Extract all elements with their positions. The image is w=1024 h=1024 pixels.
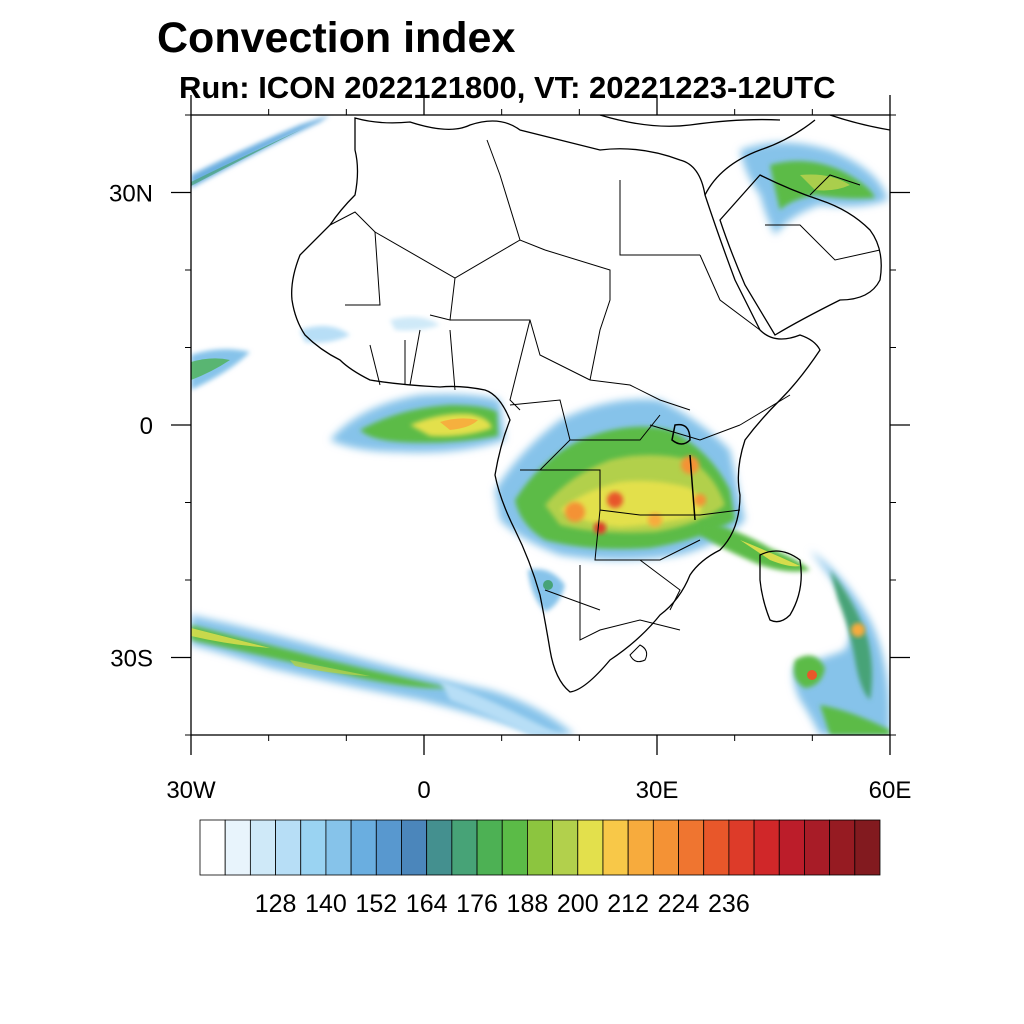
- colorbar-swatch: [451, 819, 478, 876]
- y-tick-label: 30N: [109, 181, 153, 208]
- colorbar-label: 200: [557, 890, 599, 918]
- field-madagascar-band: [793, 550, 890, 735]
- colorbar-label: 212: [607, 890, 649, 918]
- x-tick-label: 60E: [869, 777, 912, 804]
- colorbar-swatch: [627, 819, 654, 876]
- colorbar-label: 152: [355, 890, 397, 918]
- colorbar-label: 188: [507, 890, 549, 918]
- colorbar-swatch: [249, 819, 276, 876]
- colorbar-swatch: [652, 819, 679, 876]
- field-north-atlantic: [191, 115, 330, 188]
- colorbar-swatch: [577, 819, 604, 876]
- chart-title: Convection index: [157, 14, 516, 62]
- colorbar-swatch: [552, 819, 579, 876]
- colorbar-label: 164: [406, 890, 448, 918]
- colorbar-swatch: [325, 819, 352, 876]
- colorbar-swatch: [804, 819, 831, 876]
- colorbar-label: 224: [658, 890, 700, 918]
- colorbar-swatch: [527, 819, 553, 876]
- x-tick-label: 30W: [166, 777, 216, 804]
- colorbar-swatch: [778, 819, 805, 876]
- colorbar-swatch: [703, 819, 730, 876]
- map-axes: 30W 0 30E 60E 30N 0 30S: [109, 95, 911, 804]
- y-tick-label: 30S: [110, 646, 153, 673]
- colorbar-swatch: [602, 819, 629, 876]
- colorbar-swatch: [375, 819, 402, 876]
- colorbar-swatch: [501, 819, 528, 876]
- colorbar-label: 140: [305, 890, 347, 918]
- colorbar-label: 236: [708, 890, 750, 918]
- country-borders: [329, 139, 881, 663]
- colorbar-swatch: [854, 819, 881, 876]
- colorbar-swatch: [300, 819, 327, 876]
- colorbar: 128 140 152 164 176 188 200 212 224 236: [199, 819, 881, 918]
- x-tick-label: 0: [417, 777, 430, 804]
- colorbar-swatch: [678, 819, 705, 876]
- lakes: [671, 423, 696, 521]
- colorbar-swatch: [275, 819, 302, 876]
- y-tick-label: 0: [140, 413, 153, 440]
- chart-subtitle: Run: ICON 2022121800, VT: 20221223-12UTC: [179, 70, 836, 105]
- colorbar-swatch: [829, 819, 856, 876]
- convection-field: [191, 115, 890, 735]
- colorbar-swatch: [476, 819, 503, 876]
- colorbar-label: 176: [456, 890, 498, 918]
- colorbar-swatch: [426, 819, 453, 876]
- colorbar-swatch: [401, 819, 428, 876]
- colorbar-swatch: [753, 819, 780, 876]
- coastlines: [291, 115, 890, 693]
- colorbar-swatch: [350, 819, 377, 876]
- x-tick-label: 30E: [636, 777, 679, 804]
- colorbar-swatch: [224, 819, 251, 876]
- colorbar-swatch: [199, 819, 226, 876]
- colorbar-swatch: [728, 819, 755, 876]
- colorbar-label: 128: [255, 890, 297, 918]
